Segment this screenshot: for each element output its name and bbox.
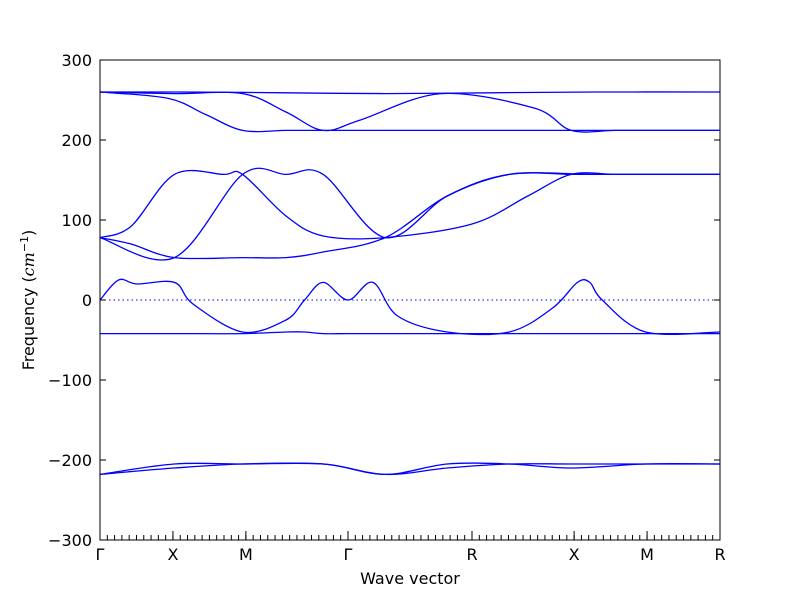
band-8: [99, 331, 720, 335]
y-tick-label: −200: [48, 451, 92, 470]
x-tick-label: M: [640, 545, 654, 564]
x-axis-label: Wave vector: [360, 569, 460, 588]
band-7: [99, 278, 721, 336]
x-tick-label: X: [167, 545, 178, 564]
axis-ticks: [99, 59, 721, 541]
band-9: [99, 462, 720, 476]
y-axis-label-unit: cm: [19, 252, 38, 276]
band-6: [99, 167, 720, 261]
y-tick-label: −300: [48, 531, 92, 550]
band-3: [99, 91, 720, 133]
band-1: [99, 91, 721, 95]
x-tick-label: Γ: [344, 545, 353, 564]
x-tick-label: R: [466, 545, 477, 564]
y-tick-label: −100: [48, 371, 92, 390]
x-tick-label: M: [239, 545, 253, 564]
y-axis-label: Frequency (cm−1): [18, 230, 38, 371]
x-tick-label: R: [714, 545, 725, 564]
y-tick-label: 300: [61, 51, 92, 70]
band-4: [99, 172, 720, 260]
y-tick-label: 0: [82, 291, 92, 310]
band-5: [99, 169, 720, 240]
band-10: [99, 462, 721, 476]
y-axis-label-main: Frequency (: [19, 276, 38, 370]
y-axis-label-close: ): [19, 230, 38, 236]
phonon-bands: [99, 91, 721, 476]
y-tick-label: 100: [61, 211, 92, 230]
band-2: [99, 91, 720, 133]
x-tick-label: Γ: [96, 545, 105, 564]
y-tick-label: 200: [61, 131, 92, 150]
y-axis-label-exponent: −1: [18, 236, 31, 252]
x-tick-label: X: [569, 545, 580, 564]
